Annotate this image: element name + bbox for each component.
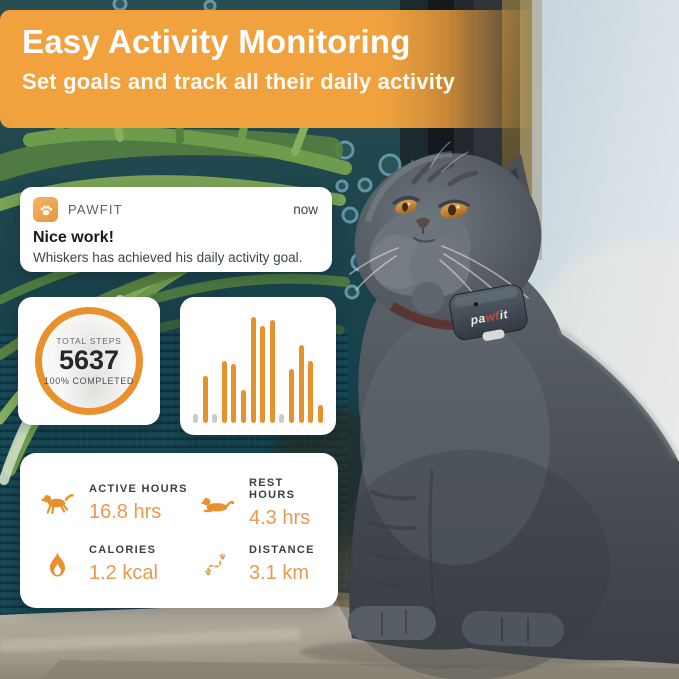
cat-eyes (392, 195, 470, 219)
total-steps-card: TOTAL STEPS 5637 100% COMPLETED (18, 297, 160, 425)
stat-active-hours: ACTIVE HOURS 16.8 hrs (38, 477, 198, 530)
stat-value: 3.1 km (249, 561, 310, 584)
steps-progress-ring: TOTAL STEPS 5637 100% COMPLETED (35, 307, 143, 415)
chart-bar (289, 369, 295, 423)
notification-title: Nice work! (33, 229, 114, 246)
stat-distance: DISTANCE 3.1 km (198, 540, 326, 588)
notification-card: PAWFIT now Nice work! Whiskers has achie… (20, 187, 332, 272)
stat-label: ACTIVE HOURS (89, 483, 188, 495)
stat-value: 16.8 hrs (89, 501, 162, 523)
pawfit-app-icon (33, 197, 58, 222)
flame-icon (38, 549, 76, 579)
stat-value: 1.2 kcal (89, 561, 158, 584)
chart-bar (231, 363, 237, 423)
chart-bar (193, 414, 198, 423)
resting-dog-icon (198, 491, 236, 516)
activity-bar-chart (193, 313, 323, 423)
chart-bar (212, 414, 218, 423)
chart-bar (317, 405, 323, 423)
chart-bar (308, 361, 314, 423)
stat-label: DISTANCE (249, 543, 315, 556)
chart-bar (298, 344, 304, 423)
stat-calories: CALORIES 1.2 kcal (38, 540, 198, 588)
cat-paw (348, 606, 436, 640)
chart-bar (202, 375, 208, 423)
cat-photo: pawfit (330, 141, 679, 679)
stat-label: REST HOURS (249, 477, 296, 501)
route-paws-icon (198, 549, 236, 579)
cat-nose (416, 217, 430, 228)
banner-title: Easy Activity Monitoring (22, 23, 411, 60)
headline-banner: Easy Activity Monitoring Set goals and t… (0, 10, 545, 128)
banner-subtitle: Set goals and track all their daily acti… (22, 68, 456, 94)
chart-bar (269, 319, 275, 423)
notification-header: PAWFIT now (33, 197, 318, 222)
notification-body: Whiskers has achieved his daily activity… (33, 250, 303, 265)
notification-timestamp: now (293, 202, 318, 217)
app-name: PAWFIT (68, 202, 123, 217)
steps-label: TOTAL STEPS (56, 335, 122, 346)
chart-bar (250, 317, 256, 423)
cat-paw (462, 610, 564, 648)
steps-status: 100% COMPLETED (44, 376, 134, 387)
stat-rest-hours: REST HOURS 4.3 hrs (198, 477, 326, 530)
activity-chart-card (180, 297, 336, 435)
running-dog-icon (38, 491, 76, 516)
tracker-logo: pawfit (469, 307, 510, 328)
tracker-clip (482, 329, 505, 341)
chart-bar (260, 326, 266, 423)
stat-value: 4.3 hrs (249, 507, 311, 529)
chart-bar (279, 414, 285, 423)
daily-stats-card: ACTIVE HOURS 16.8 hrs REST (20, 453, 338, 608)
pawfit-tracker: pawfit (449, 284, 528, 341)
tracker-led (473, 302, 479, 307)
paw-icon (39, 205, 52, 215)
steps-value: 5637 (58, 344, 120, 375)
chart-bar (241, 390, 247, 423)
chart-bar (221, 361, 227, 423)
stat-label: CALORIES (89, 543, 157, 556)
